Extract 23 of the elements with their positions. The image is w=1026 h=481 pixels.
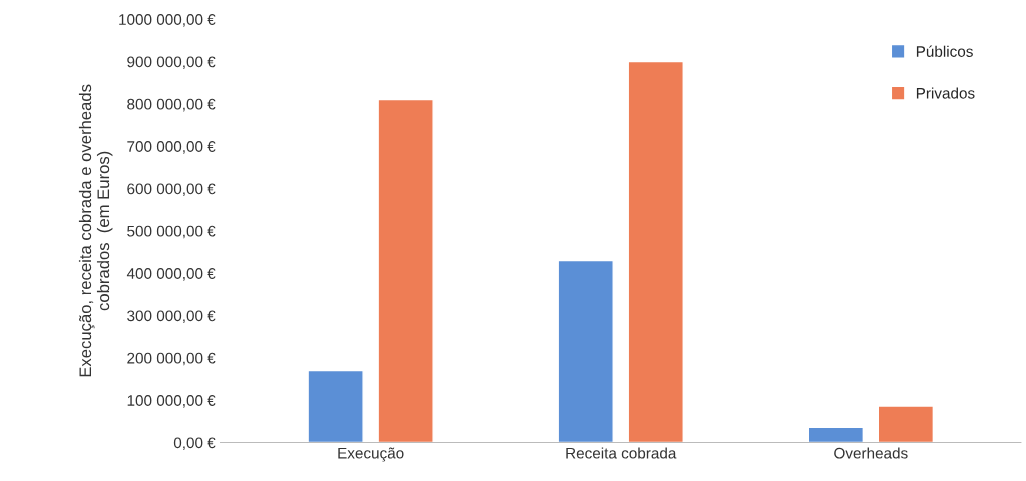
y-tick-label: 500 000,00 € (127, 225, 216, 239)
y-tick-label: 600 000,00 € (127, 183, 216, 197)
x-tick-label: Overheads (834, 447, 908, 459)
y-tick-label: 1000 000,00 € (119, 14, 216, 27)
y-tick-label: 0,00 € (173, 437, 216, 451)
x-tick-label: Receita cobrada (566, 447, 677, 459)
y-tick-label: 700 000,00 € (127, 141, 216, 154)
y-tick-label: 300 000,00 € (127, 310, 216, 324)
bar (307, 369, 364, 443)
bar (627, 60, 684, 443)
bar (807, 426, 865, 443)
bar (557, 259, 614, 443)
y-tick-label: 100 000,00 € (127, 395, 216, 408)
x-tick-label: Execução (338, 447, 404, 462)
bar (377, 98, 434, 443)
y-tick-label: 200 000,00 € (127, 352, 216, 366)
legend-label: Privados (916, 87, 975, 99)
legend-label: Públicos (916, 45, 973, 57)
y-tick-label: 900 000,00 € (127, 56, 216, 70)
bar (877, 405, 935, 443)
y-tick-label: 400 000,00 € (126, 268, 216, 281)
y-axis-title: Execução, receita cobrada e overheads cobrados (em Euros) (78, 84, 113, 377)
y-tick-label: 800 000,00 € (127, 98, 216, 112)
